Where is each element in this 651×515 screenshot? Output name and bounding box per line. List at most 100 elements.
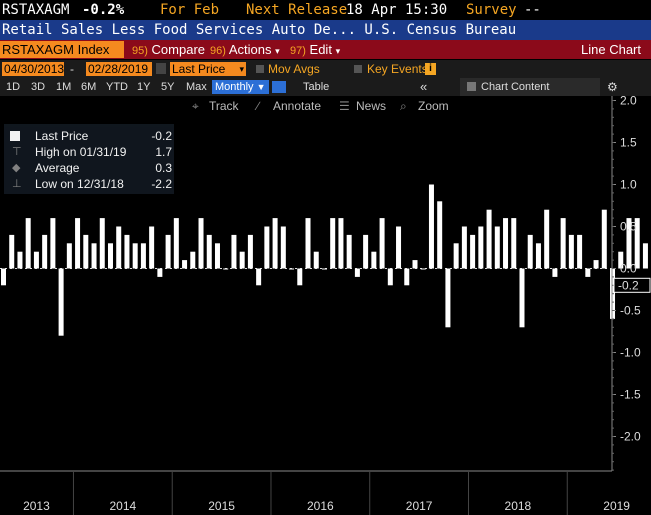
bar-mark — [618, 251, 624, 269]
bar-mark — [503, 218, 509, 269]
bar-mark — [461, 226, 467, 269]
frequency-label: Monthly — [215, 81, 254, 93]
range-ytd[interactable]: YTD — [106, 81, 128, 93]
chart-type-label[interactable]: Line Chart — [581, 42, 641, 57]
calendar-icon[interactable] — [156, 63, 166, 74]
survey-label: Survey — [466, 2, 517, 18]
bar-mark — [568, 234, 574, 269]
key-events-checkbox[interactable] — [354, 65, 362, 73]
ticker[interactable]: RSTAXAGM — [2, 2, 70, 18]
bar-mark — [239, 251, 245, 269]
edit-button[interactable]: 97) Edit ▾ — [290, 40, 340, 61]
frequency-select[interactable]: Monthly ▼ — [212, 80, 269, 94]
bar-mark — [305, 218, 311, 269]
bar-mark — [330, 218, 336, 269]
price-field-select[interactable]: Last Price ▾ — [170, 62, 246, 76]
bar-mark — [116, 226, 122, 269]
table-button[interactable]: Table — [303, 81, 330, 93]
bar-mark — [642, 243, 648, 269]
chart-tools: ⌖ Track ∕ Annotate ☰ News ⌕ Zoom — [0, 97, 470, 115]
bar-mark — [494, 226, 500, 269]
bars — [1, 184, 648, 336]
start-date-input[interactable]: 04/30/2013 — [2, 62, 65, 76]
range-max[interactable]: Max — [186, 81, 207, 93]
end-date-input[interactable]: 02/28/2019 — [86, 62, 152, 76]
bar-mark — [165, 234, 171, 269]
x-tick-label: 2019 — [603, 499, 630, 513]
range-3d[interactable]: 3D — [31, 81, 46, 93]
x-tick-label: 2017 — [406, 499, 433, 513]
low-label: Low on 12/31/18 — [35, 177, 124, 191]
collapse-icon[interactable]: « — [420, 79, 428, 94]
low-value: -2.2 — [151, 177, 172, 191]
legend-high: ⊤ High on 01/31/19 1.7 — [4, 144, 174, 160]
bar-mark — [601, 209, 607, 269]
range-1y[interactable]: 1Y — [137, 81, 151, 93]
high-marker-icon: ⊤ — [12, 146, 22, 158]
low-marker-icon: ⊥ — [12, 178, 22, 190]
bar-mark — [33, 251, 39, 269]
mov-avgs-checkbox[interactable] — [256, 65, 264, 73]
bar-mark — [470, 234, 476, 269]
bar-mark — [247, 234, 253, 269]
bar-mark — [428, 184, 434, 269]
settings-icon[interactable]: ⚙ — [607, 80, 618, 94]
bar-mark — [420, 268, 426, 270]
line-chart-icon[interactable] — [272, 81, 286, 93]
bar-mark — [9, 234, 15, 269]
bar-mark — [17, 251, 23, 269]
last-price-label: Last Price — [35, 129, 89, 143]
next-release-value: 18 Apr 15:30 — [346, 2, 448, 18]
chevron-down-icon: ▼ — [256, 82, 266, 92]
last-price-swatch — [10, 131, 20, 141]
bar-mark — [379, 218, 385, 269]
annotate-button[interactable]: Annotate — [273, 99, 322, 113]
bar-mark — [412, 260, 418, 269]
news-button[interactable]: News — [356, 99, 387, 113]
track-button[interactable]: Track — [209, 99, 239, 113]
range-5y[interactable]: 5Y — [161, 81, 175, 93]
zoom-button[interactable]: Zoom — [418, 99, 449, 113]
bar-mark — [634, 218, 640, 269]
description-bar: Retail Sales Less Food Services Auto De.… — [0, 20, 651, 40]
bar-mark — [527, 234, 533, 269]
compare-button[interactable]: 95) Compare — [132, 40, 205, 61]
bar-mark — [453, 243, 459, 269]
bar-mark — [272, 218, 278, 269]
bar-mark — [321, 268, 327, 270]
bar-mark — [50, 218, 56, 269]
range-toolbar: 1D 3D 1M 6M YTD 1Y 5Y Max Monthly ▼ Tabl… — [0, 78, 651, 96]
security-header: RSTAXAGM -0.2% For Feb Next Release 18 A… — [0, 0, 651, 20]
bar-mark — [149, 226, 155, 269]
bar-mark — [552, 268, 558, 277]
info-icon[interactable]: i — [425, 63, 436, 75]
chart-content-panel — [460, 78, 600, 96]
range-1m[interactable]: 1M — [56, 81, 72, 93]
range-1d[interactable]: 1D — [6, 81, 21, 93]
bar-mark — [346, 234, 352, 269]
bar-mark — [173, 218, 179, 269]
bar-chart[interactable]: 2.0 1.5 1.0 0.5 0.0 -0.5 -1.0 -1.5 -2.0 -0.2 2013… — [0, 96, 651, 515]
chevron-down-icon: ▾ — [335, 46, 341, 56]
bar-mark — [256, 268, 262, 286]
legend-last-price[interactable]: Last Price -0.2 — [4, 128, 174, 144]
bar-mark — [42, 234, 48, 269]
range-6m[interactable]: 6M — [81, 81, 97, 93]
chart-icon — [467, 82, 476, 91]
chart-content-label[interactable]: Chart Content — [481, 81, 550, 93]
actions-number: 96) — [210, 45, 226, 57]
actions-label: Actions — [228, 42, 272, 57]
bar-mark — [25, 218, 31, 269]
next-release-label: Next Release — [246, 2, 348, 18]
index-field[interactable]: RSTAXAGM Index — [0, 41, 124, 58]
bar-mark — [478, 226, 484, 269]
bar-mark — [297, 268, 303, 286]
bar-mark — [511, 218, 517, 269]
change-value: -0.2% — [82, 2, 125, 18]
x-tick-label: 2018 — [505, 499, 532, 513]
actions-button[interactable]: 96) Actions ▾ — [210, 40, 280, 61]
x-tick-label: 2015 — [208, 499, 235, 513]
bar-mark — [132, 243, 138, 269]
bar-mark — [519, 268, 525, 328]
bar-mark — [140, 243, 146, 269]
